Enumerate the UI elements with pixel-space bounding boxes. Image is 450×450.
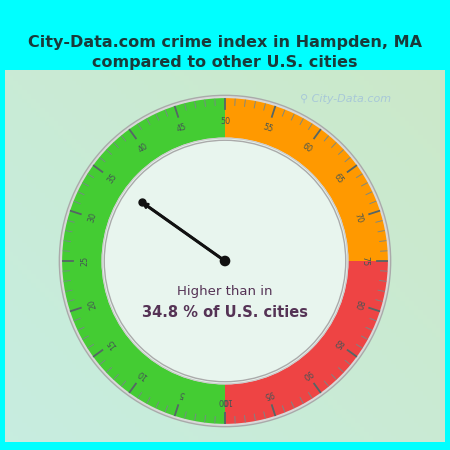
Text: Higher than in: Higher than in bbox=[177, 285, 273, 298]
Text: 5: 5 bbox=[178, 389, 186, 399]
Text: 100: 100 bbox=[217, 396, 233, 405]
Text: 20: 20 bbox=[86, 298, 98, 310]
Wedge shape bbox=[59, 95, 391, 427]
Text: 60: 60 bbox=[301, 141, 314, 154]
Text: 35: 35 bbox=[105, 172, 119, 186]
Circle shape bbox=[220, 256, 230, 266]
Text: 15: 15 bbox=[105, 336, 119, 350]
Text: 95: 95 bbox=[262, 388, 274, 400]
Bar bbox=[0, 0, 450, 70]
Wedge shape bbox=[62, 98, 225, 424]
Text: 25: 25 bbox=[81, 256, 90, 266]
Text: 90: 90 bbox=[300, 367, 314, 381]
Wedge shape bbox=[225, 98, 388, 261]
Text: 55: 55 bbox=[262, 122, 274, 134]
Text: 10: 10 bbox=[136, 368, 149, 381]
Text: 70: 70 bbox=[352, 212, 364, 224]
Text: 40: 40 bbox=[136, 141, 149, 154]
Bar bbox=[0, 442, 450, 450]
Text: 0: 0 bbox=[222, 396, 228, 405]
Text: 45: 45 bbox=[176, 122, 188, 134]
Circle shape bbox=[102, 138, 348, 384]
Text: 34.8 % of U.S. cities: 34.8 % of U.S. cities bbox=[142, 306, 308, 320]
Bar bbox=[445, 0, 450, 450]
Text: City-Data.com crime index in Hampden, MA: City-Data.com crime index in Hampden, MA bbox=[28, 35, 422, 50]
Text: 65: 65 bbox=[331, 172, 345, 186]
Text: 85: 85 bbox=[331, 336, 345, 350]
Text: 80: 80 bbox=[352, 298, 364, 310]
Text: 75: 75 bbox=[360, 256, 369, 266]
Bar bbox=[0, 0, 5, 450]
Wedge shape bbox=[225, 261, 388, 424]
Text: 30: 30 bbox=[86, 212, 98, 224]
Text: 50: 50 bbox=[220, 117, 230, 126]
Text: ⚲ City-Data.com: ⚲ City-Data.com bbox=[301, 94, 392, 104]
Text: compared to other U.S. cities: compared to other U.S. cities bbox=[92, 54, 358, 70]
